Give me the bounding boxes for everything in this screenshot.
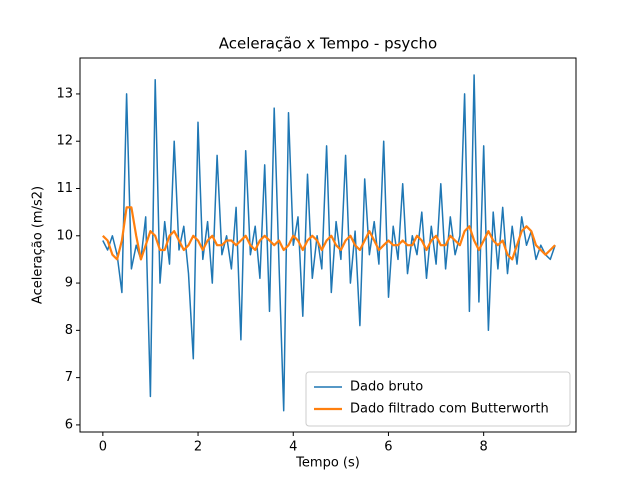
x-tick-label: 6 — [384, 440, 392, 455]
x-tick-label: 2 — [194, 440, 202, 455]
data-line — [102, 74, 556, 412]
y-tick-label: 11 — [56, 181, 73, 196]
x-tick-label: 0 — [99, 440, 107, 455]
y-tick-label: 12 — [56, 134, 73, 149]
y-axis-label: Aceleração (m/s2) — [31, 186, 46, 304]
legend-box — [305, 371, 571, 427]
y-tick-label: 6 — [65, 417, 73, 432]
chart-title: Aceleração x Tempo - psycho — [219, 35, 438, 53]
data-line — [102, 206, 556, 261]
legend-label: Dado filtrado com Butterworth — [350, 402, 549, 417]
plot-frame — [79, 57, 577, 433]
legend-label: Dado bruto — [350, 380, 423, 395]
x-tick-label: 4 — [289, 440, 297, 455]
y-tick-label: 7 — [65, 370, 73, 385]
y-tick-label: 8 — [65, 323, 73, 338]
x-axis-label: Tempo (s) — [295, 456, 360, 471]
y-tick-label: 9 — [65, 276, 73, 291]
x-tick-label: 8 — [480, 440, 488, 455]
y-tick-label: 13 — [56, 86, 73, 101]
y-tick-label: 10 — [56, 228, 73, 243]
